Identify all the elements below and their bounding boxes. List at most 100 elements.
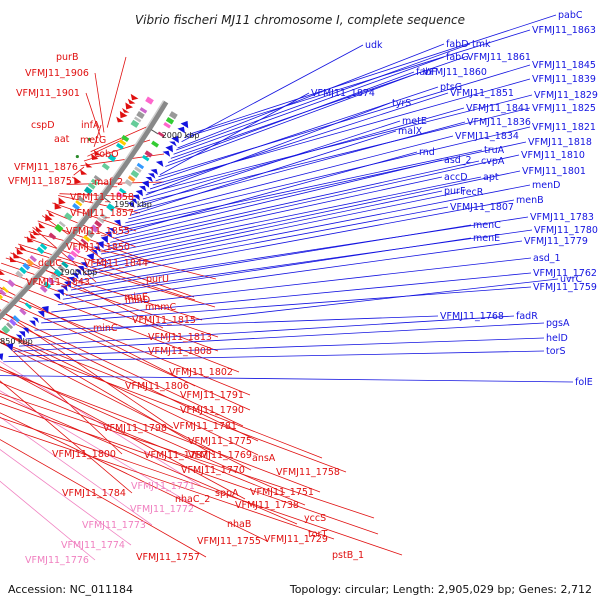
cog-band-forward (7, 279, 16, 288)
reverse-gene-arrow (5, 343, 14, 351)
reverse-gene-arrow (104, 231, 113, 238)
reverse-gene-arrow (71, 273, 79, 279)
leader-line-left (106, 56, 127, 128)
gene-label-left: minC (93, 323, 118, 334)
leader-line-left (73, 166, 85, 176)
cog-band-forward (15, 270, 24, 279)
gene-label-right: VFMJ11_1807 (450, 202, 514, 213)
leader-line-right (93, 190, 443, 264)
gene-label-right: cvpA (481, 156, 505, 167)
reverse-gene-arrow (145, 176, 153, 183)
cog-band-reverse (53, 268, 63, 277)
gene-label-right: menD (532, 180, 560, 191)
reverse-gene-arrow (147, 173, 156, 179)
forward-gene-arrow (19, 244, 27, 251)
leader-line-right (90, 191, 461, 268)
gene-label-right: menC (473, 220, 501, 231)
reverse-gene-arrow (171, 135, 179, 144)
leader-line-left (85, 92, 102, 138)
leader-line-right (78, 199, 515, 282)
gene-label-right: VFMJ11_1860 (423, 67, 487, 78)
leader-line-right (176, 43, 471, 151)
leader-line-right (173, 56, 445, 155)
gene-label-left: VFMJ11_1774 (61, 540, 125, 551)
cog-band-reverse (136, 162, 145, 170)
reverse-gene-arrow (113, 219, 121, 227)
forward-gene-arrow (13, 252, 20, 259)
reverse-gene-arrow (93, 246, 101, 253)
cog-band-forward (1, 286, 9, 293)
cog-band-forward (136, 110, 145, 119)
reverse-gene-arrow (96, 241, 104, 249)
gene-label-right: metE (402, 116, 427, 127)
leader-line-left (93, 124, 102, 147)
cog-band-forward (90, 178, 99, 186)
reverse-gene-arrow (180, 120, 189, 129)
leader-line-right (104, 176, 443, 251)
cog-band-forward (54, 223, 64, 233)
cog-band-reverse (19, 308, 27, 316)
reverse-gene-arrow (15, 334, 23, 341)
cog-band-reverse (12, 315, 20, 323)
reverse-gene-arrow (77, 266, 85, 272)
cog-band-reverse (97, 217, 105, 224)
leader-line-right (83, 206, 449, 276)
kbp-label: 1950 kbp (114, 200, 152, 209)
gene-label-left: VFMJ11_1772 (130, 504, 194, 515)
gene-label-left: VFMJ11_1855 (66, 226, 130, 237)
cog-band-reverse (134, 166, 142, 173)
leader-line-left (0, 366, 286, 494)
cog-band-reverse (130, 169, 140, 178)
cog-band-forward (0, 288, 7, 297)
reverse-gene-arrow (127, 202, 135, 208)
reverse-gene-arrow (22, 327, 29, 334)
leader-line-right (128, 135, 454, 220)
forward-gene-arrow (125, 102, 133, 110)
leader-line-left (94, 72, 105, 133)
forward-gene-arrow (16, 248, 24, 255)
forward-gene-arrow (130, 93, 139, 101)
cog-band-forward (0, 294, 4, 300)
map-title: Vibrio fischeri MJ11 chromosome I, compl… (135, 13, 465, 27)
gene-label-right: ptsG (440, 82, 462, 93)
forward-gene-arrow (58, 197, 66, 205)
cog-band-forward (118, 139, 127, 146)
gene-label-left: VFMJ11_1770 (181, 465, 245, 476)
leader-line-right (136, 120, 401, 208)
kbp-label: 1900 kbp (60, 268, 98, 277)
gene-label-right: VFMJ11_1801 (522, 166, 586, 177)
leader-line-left (0, 402, 379, 535)
leader-line-left (5, 257, 203, 321)
gene-label-left: nhaB (227, 519, 251, 530)
reverse-gene-arrow (86, 253, 95, 261)
reverse-gene-arrow (60, 285, 68, 292)
gene-label-left: VFMJ11_1876 (14, 162, 78, 173)
backbone-line (0, 100, 169, 321)
leader-line-left (18, 243, 196, 301)
reverse-gene-arrow (108, 227, 116, 234)
forward-gene-arrow (119, 111, 128, 119)
cog-band-forward (36, 246, 45, 255)
leader-line-left (32, 226, 97, 283)
cog-band-forward (75, 199, 83, 207)
leader-line-right (116, 151, 418, 236)
forward-gene-arrow (121, 107, 130, 113)
cog-band-reverse (124, 179, 133, 187)
cog-band-reverse (165, 116, 175, 125)
leader-line-right (177, 43, 445, 149)
gene-label-right: truA (484, 145, 505, 156)
forward-gene-arrow (35, 226, 43, 232)
gene-label-left: VFMJ11_1813 (148, 332, 212, 343)
leader-line-right (57, 240, 523, 306)
gc-marker (87, 137, 92, 141)
cog-band-forward (134, 116, 142, 123)
gene-label-left: VFMJ11_1773 (82, 520, 146, 531)
gc-marker (75, 154, 79, 159)
leader-line-left (0, 417, 403, 556)
reverse-gene-arrow (80, 262, 88, 269)
gene-label-right: VFMJ11_1829 (534, 90, 598, 101)
cog-band-reverse (106, 203, 116, 212)
kbp-tick (103, 197, 111, 204)
cog-band-forward (145, 96, 154, 105)
